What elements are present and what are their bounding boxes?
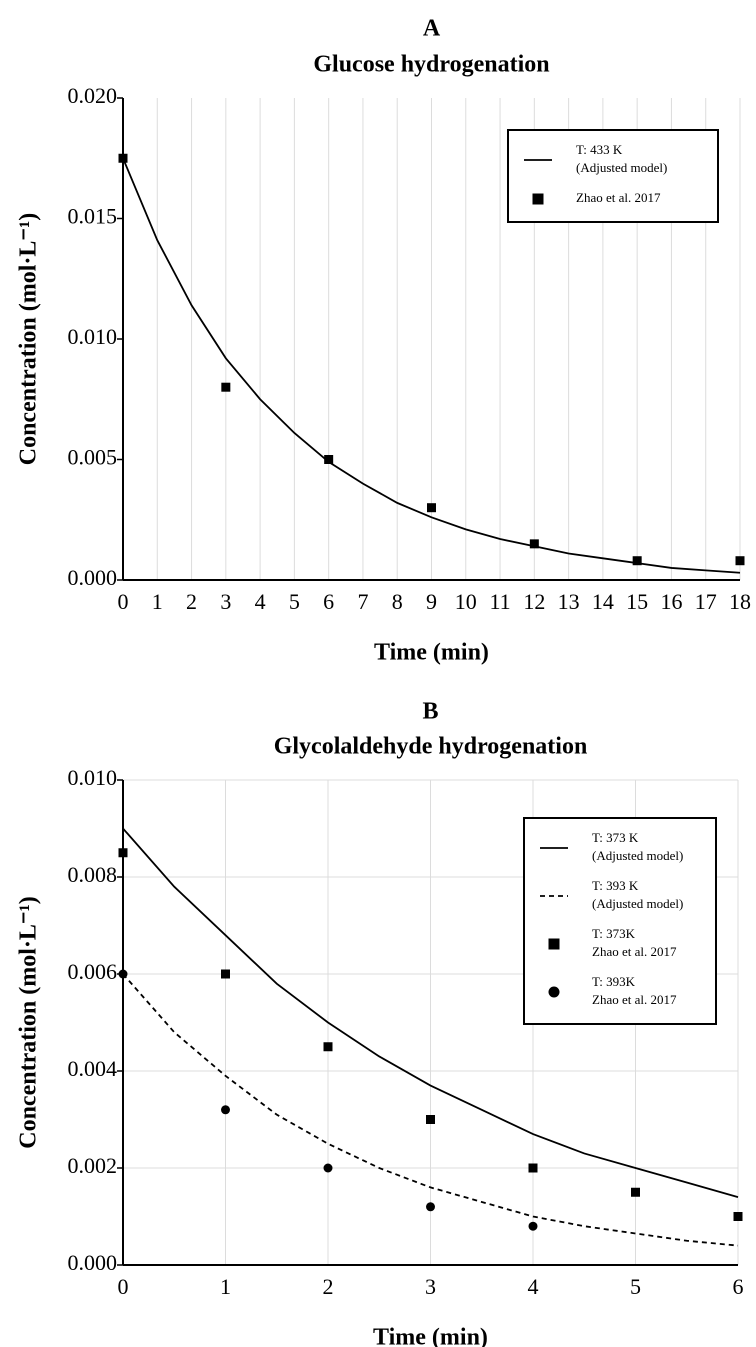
x-tick-label: 3: [220, 589, 231, 614]
y-tick-label: 0.000: [68, 1250, 118, 1275]
y-tick-label: 0.005: [68, 445, 118, 470]
x-axis-title: Time (min): [373, 1325, 488, 1347]
x-tick-label: 1: [152, 589, 163, 614]
legend-symbol: [548, 938, 560, 950]
model-line: [122, 827, 739, 1198]
legend-label: T: 393 K: [592, 878, 639, 893]
legend-label: (Adjusted model): [592, 896, 683, 911]
x-tick-label: 10: [455, 589, 477, 614]
data-point: [631, 1187, 640, 1197]
x-tick-label: 12: [523, 589, 545, 614]
y-tick-label: 0.000: [68, 565, 118, 590]
data-point: [324, 455, 334, 464]
y-tick-label: 0.010: [68, 324, 118, 349]
legend-label: (Adjusted model): [576, 160, 667, 175]
data-point: [221, 1105, 230, 1115]
legend-label: T: 433 K: [576, 142, 623, 157]
x-tick-label: 4: [255, 589, 266, 614]
legend-symbol: [548, 986, 560, 998]
data-point: [323, 1163, 333, 1173]
x-tick-label: 6: [733, 1274, 744, 1299]
chart-title: B: [422, 699, 438, 725]
x-tick-label: 2: [323, 1274, 334, 1299]
y-tick-label: 0.010: [68, 765, 118, 790]
x-tick-label: 16: [660, 589, 682, 614]
data-point: [427, 503, 436, 513]
legend-label: Zhao et al. 2017: [592, 944, 677, 959]
x-tick-label: 6: [323, 589, 334, 614]
legend-label: T: 373 K: [592, 830, 639, 845]
x-tick-label: 11: [489, 589, 510, 614]
legend-label: Zhao et al. 2017: [592, 992, 677, 1007]
x-tick-label: 5: [289, 589, 300, 614]
data-point: [632, 556, 642, 566]
y-tick-label: 0.015: [68, 204, 118, 229]
x-tick-label: 9: [426, 589, 437, 614]
data-point: [118, 153, 128, 163]
legend-symbol: [532, 193, 544, 205]
y-tick-label: 0.020: [68, 83, 118, 108]
x-tick-label: 0: [118, 589, 129, 614]
model-line: [122, 973, 739, 1247]
x-tick-label: 5: [630, 1274, 641, 1299]
x-tick-label: 0: [118, 1274, 129, 1299]
y-tick-label: 0.006: [68, 959, 118, 984]
y-axis-title: Concentration (mol·L⁻¹): [16, 896, 42, 1149]
chart-title: A: [423, 16, 441, 42]
data-point: [118, 969, 128, 979]
x-tick-label: 7: [357, 589, 368, 614]
x-tick-label: 18: [729, 589, 751, 614]
x-tick-label: 3: [425, 1274, 436, 1299]
x-tick-label: 2: [186, 589, 197, 614]
data-point: [221, 969, 230, 979]
x-tick-label: 4: [528, 1274, 539, 1299]
legend: T: 373 K (Adjusted model) T: 393 K (Adjuste…: [523, 817, 717, 1025]
data-point: [735, 556, 745, 566]
data-point: [118, 848, 128, 858]
x-tick-label: 15: [626, 589, 648, 614]
data-point: [733, 1212, 743, 1221]
legend-label: (Adjusted model): [592, 848, 683, 863]
data-point: [323, 1042, 333, 1052]
x-tick-label: 13: [558, 589, 580, 614]
y-axis-title: Concentration (mol·L⁻¹): [16, 213, 42, 466]
data-point: [528, 1221, 538, 1231]
y-tick-label: 0.008: [68, 862, 118, 887]
chart-subtitle: Glycolaldehyde hydrogenation: [274, 734, 588, 760]
y-tick-label: 0.002: [68, 1153, 118, 1178]
legend-label: Zhao et al. 2017: [576, 190, 661, 205]
x-tick-label: 17: [695, 589, 717, 614]
data-point: [528, 1163, 538, 1173]
data-point: [426, 1115, 435, 1124]
chart-subtitle: Glucose hydrogenation: [313, 52, 549, 78]
legend-label: T: 373K: [592, 926, 636, 941]
x-axis-title: Time (min): [374, 640, 489, 666]
data-point: [221, 382, 231, 392]
legend: T: 433 K (Adjusted model) Zhao et al. 2017: [507, 129, 719, 223]
x-tick-label: 1: [220, 1274, 231, 1299]
legend-label: T: 393K: [592, 974, 636, 989]
y-tick-label: 0.004: [68, 1056, 118, 1081]
data-point: [426, 1202, 435, 1212]
legend-box: [507, 129, 719, 223]
x-tick-label: 8: [392, 589, 403, 614]
x-tick-label: 14: [592, 589, 614, 614]
data-point: [529, 539, 539, 549]
